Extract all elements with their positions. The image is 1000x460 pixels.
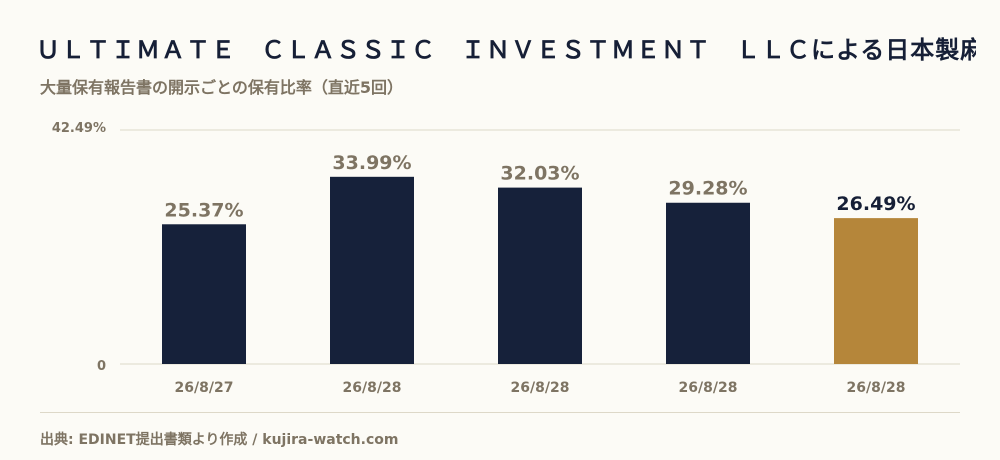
bar	[834, 218, 918, 364]
x-tick-label: 26/8/28	[343, 380, 402, 396]
x-tick-label: 26/8/28	[847, 380, 906, 396]
x-tick-label: 26/8/27	[175, 380, 234, 396]
bar	[666, 202, 750, 364]
bar-value-label: 32.03%	[500, 163, 579, 185]
bar	[330, 176, 414, 364]
bar-value-label: 26.49%	[836, 193, 915, 215]
y-tick-label-max: 42.49%	[52, 121, 106, 136]
bar	[498, 187, 582, 364]
chart-title: ＵＬＴＩＭＡＴＥ ＣＬＡＳＳＩＣ ＩＮＶＥＳＴＭＥＮＴ ＬＬＣによる日本製麻の保…	[36, 36, 976, 64]
bar-value-label: 25.37%	[164, 199, 243, 221]
y-tick-label-zero: 0	[97, 359, 106, 374]
footer-divider	[40, 412, 960, 413]
bar-value-label: 29.28%	[668, 178, 747, 200]
bar	[162, 224, 246, 364]
source-note: 出典: EDINET提出書類より作成 / kujira-watch.com	[40, 432, 399, 448]
chart-subtitle: 大量保有報告書の開示ごとの保有比率（直近5回）	[40, 78, 403, 97]
bar-value-label: 33.99%	[332, 152, 411, 174]
x-tick-label: 26/8/28	[679, 380, 738, 396]
x-tick-label: 26/8/28	[511, 380, 570, 396]
